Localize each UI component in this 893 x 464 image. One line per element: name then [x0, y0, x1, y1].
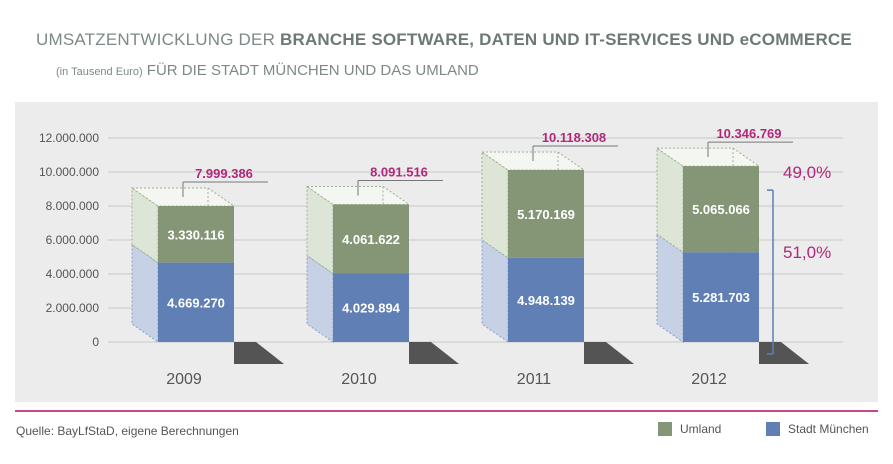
footer-divider: [15, 410, 878, 412]
bar-umland: [333, 204, 409, 274]
total-label: 7.999.386: [195, 166, 253, 181]
bar-muenchen: [683, 252, 759, 342]
bar-label-muenchen: 4.948.139: [517, 293, 575, 308]
y-tick-label: 12.000.000: [39, 131, 99, 145]
chart-subtitle: (in Tausend Euro) FÜR DIE STADT MÜNCHEN …: [56, 62, 479, 79]
chart-title: UMSATZENTWICKLUNG DER BRANCHE SOFTWARE, …: [36, 30, 852, 50]
bar-label-umland: 5.065.066: [692, 202, 750, 217]
bar-shadow: [759, 342, 809, 364]
bar-umland: [158, 206, 234, 263]
total-label: 8.091.516: [370, 164, 428, 179]
bar-label-umland: 3.330.116: [167, 227, 224, 242]
y-tick-label: 4.000.000: [46, 267, 100, 281]
share-muenchen-label: 51,0%: [783, 243, 831, 262]
total-label: 10.118.308: [542, 130, 606, 145]
bar-label-muenchen: 5.281.703: [692, 290, 750, 305]
y-tick-label: 10.000.000: [39, 165, 99, 179]
x-tick-label: 2009: [166, 371, 202, 388]
bar-muenchen: [508, 257, 584, 342]
chart-subtitle-main: FÜR DIE STADT MÜNCHEN UND DAS UMLAND: [146, 62, 479, 79]
bar-label-muenchen: 4.029.894: [342, 301, 401, 316]
bar-umland: [508, 169, 584, 258]
bar-muenchen: [333, 273, 409, 342]
legend-item-muenchen: Stadt München: [766, 422, 869, 436]
bar-shadow: [409, 342, 459, 364]
chart-title-bold: BRANCHE SOFTWARE, DATEN UND IT-SERVICES …: [280, 30, 852, 49]
legend-label-muenchen: Stadt München: [788, 422, 869, 436]
legend-item-umland: Umland: [658, 422, 721, 436]
bar-side-muenchen: [131, 243, 159, 343]
chart-subtitle-unit: (in Tausend Euro): [56, 66, 143, 78]
y-tick-label: 0: [92, 335, 99, 349]
y-tick-label: 8.000.000: [46, 199, 100, 213]
legend-swatch-muenchen: [766, 422, 780, 436]
y-tick-label: 2.000.000: [46, 301, 100, 315]
chart-title-light: UMSATZENTWICKLUNG DER: [36, 30, 276, 49]
share-umland-label: 49,0%: [783, 163, 831, 182]
legend-swatch-umland: [658, 422, 672, 436]
chart-panel: 0 2.000.000 4.000.000 6.000.000 8.000.000 10.…: [15, 102, 878, 402]
legend-label-umland: Umland: [680, 422, 722, 436]
bar-label-muenchen: 4.669.270: [167, 295, 225, 310]
bar-muenchen: [158, 262, 234, 342]
bar-label-umland: 5.170.169: [517, 207, 575, 222]
x-tick-label: 2012: [691, 371, 727, 388]
source-note: Quelle: BayLfStaD, eigene Berechnungen: [16, 424, 239, 438]
x-tick-label: 2010: [341, 371, 377, 388]
y-tick-label: 6.000.000: [46, 233, 100, 247]
bar-shadow: [584, 342, 634, 364]
bar-label-umland: 4.061.622: [342, 232, 400, 247]
bar-shadow: [234, 342, 284, 364]
bar-side-muenchen: [656, 233, 684, 343]
bar-chart: 0 2.000.000 4.000.000 6.000.000 8.000.000 10.…: [39, 126, 843, 388]
x-tick-label: 2011: [517, 371, 552, 388]
bar-umland: [683, 166, 759, 253]
total-label: 10.346.769: [716, 126, 781, 141]
